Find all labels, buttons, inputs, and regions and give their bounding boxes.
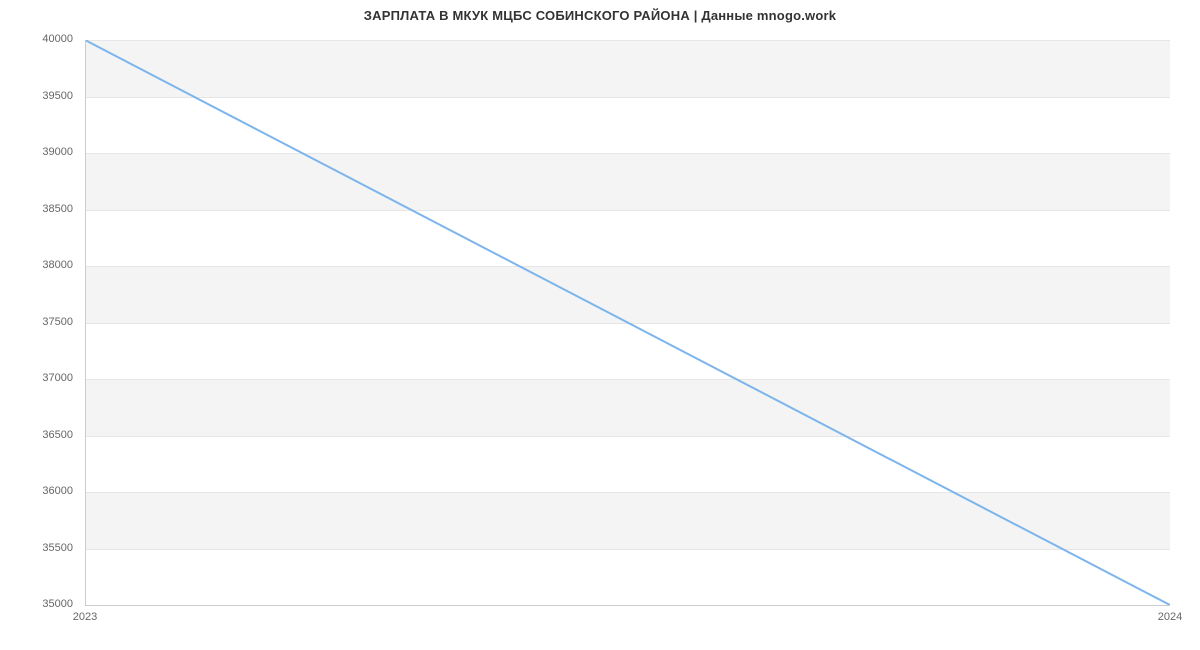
y-tick-label: 35000 — [0, 598, 73, 610]
y-tick-label: 39000 — [0, 146, 73, 158]
y-tick-label: 36000 — [0, 485, 73, 497]
y-tick-label: 37500 — [0, 316, 73, 328]
y-tick-label: 37000 — [0, 372, 73, 384]
y-tick-label: 35500 — [0, 542, 73, 554]
chart-title: ЗАРПЛАТА В МКУК МЦБС СОБИНСКОГО РАЙОНА |… — [0, 8, 1200, 23]
y-tick-label: 36500 — [0, 429, 73, 441]
y-tick-label: 39500 — [0, 90, 73, 102]
x-tick-label: 2023 — [55, 611, 115, 623]
x-tick-label: 2024 — [1140, 611, 1200, 623]
x-axis-line — [85, 605, 1170, 606]
series-line — [85, 40, 1170, 605]
y-tick-label: 40000 — [0, 33, 73, 45]
y-tick-label: 38000 — [0, 259, 73, 271]
plot-area — [85, 40, 1170, 605]
y-axis-line — [85, 40, 86, 605]
y-tick-label: 38500 — [0, 203, 73, 215]
chart-container: ЗАРПЛАТА В МКУК МЦБС СОБИНСКОГО РАЙОНА |… — [0, 0, 1200, 650]
line-layer — [85, 40, 1170, 605]
